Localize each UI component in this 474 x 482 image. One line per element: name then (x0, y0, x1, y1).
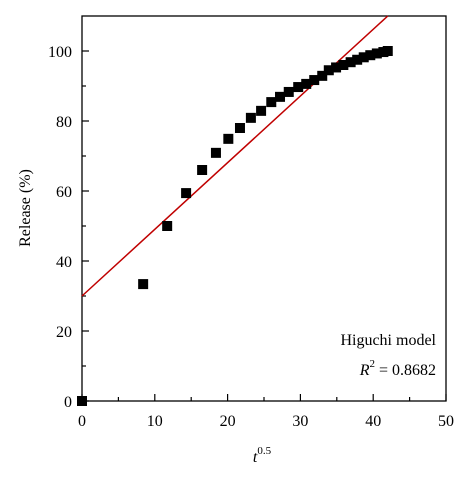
annotation-r2: R2 = 0.8682 (359, 358, 436, 379)
x-tick-label: 50 (438, 413, 454, 430)
data-point (223, 133, 234, 144)
y-tick-label: 40 (56, 254, 72, 271)
x-tick-label: 40 (365, 413, 381, 430)
data-point (331, 62, 342, 73)
data-point (371, 48, 382, 59)
r-exponent: 2 (369, 358, 375, 370)
x-label-base: t (253, 449, 258, 466)
data-point (245, 112, 256, 123)
data-point (293, 82, 304, 93)
data-point (210, 147, 221, 158)
y-tick-label: 80 (56, 114, 72, 131)
data-point (317, 70, 328, 81)
y-axis-label: Release (%) (17, 169, 34, 247)
x-tick-label: 30 (292, 413, 308, 430)
x-tick-label: 10 (147, 413, 163, 430)
data-point (162, 221, 173, 231)
r-symbol: R (359, 362, 370, 379)
data-point (301, 78, 312, 89)
data-point (256, 105, 267, 116)
x-axis-label: t0.5 (253, 445, 272, 466)
data-point (283, 86, 294, 97)
data-point (138, 279, 149, 290)
x-tick-label: 20 (220, 413, 236, 430)
data-point (234, 123, 245, 133)
data-point (345, 57, 356, 68)
data-point (323, 65, 334, 76)
y-tick-label: 60 (56, 184, 72, 201)
data-point (309, 75, 320, 86)
data-point (181, 188, 192, 199)
data-point (338, 60, 349, 70)
data-point (382, 46, 393, 56)
data-point (197, 165, 208, 175)
data-point (266, 97, 277, 108)
data-point (358, 52, 369, 63)
fit-line (81, 15, 389, 297)
y-tick-label: 0 (64, 394, 72, 411)
x-tick-label: 0 (78, 413, 86, 430)
y-tick-label: 20 (56, 324, 72, 341)
data-point (365, 50, 376, 61)
annotation-model: Higuchi model (340, 332, 436, 349)
x-label-exponent: 0.5 (257, 445, 271, 457)
data-point (275, 91, 286, 102)
r-value: = 0.8682 (375, 362, 436, 379)
data-point (77, 396, 87, 406)
y-tick-label: 100 (48, 44, 72, 61)
data-point (352, 54, 363, 65)
